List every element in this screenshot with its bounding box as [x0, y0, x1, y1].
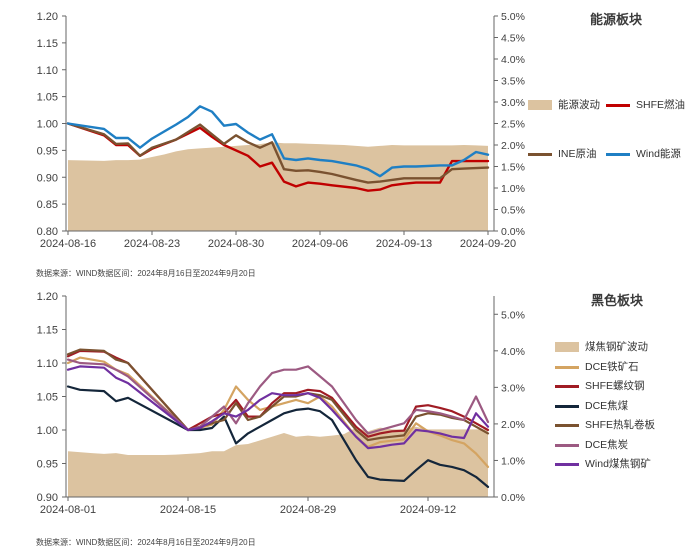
ferrous-series-line-2: [66, 385, 490, 488]
ferrous-chart-title: 黑色板块: [591, 293, 644, 308]
energy-x-label: 2024-08-23: [124, 238, 180, 250]
energy-y-left-label: 0.85: [37, 199, 58, 211]
energy-y-left-label: 0.80: [37, 226, 58, 238]
legend-line-swatch: [555, 404, 579, 408]
legend-area-swatch: [528, 100, 552, 110]
ferrous-y-right-label: 4.0%: [501, 346, 525, 358]
energy-x-label: 2024-09-20: [460, 238, 516, 250]
ferrous-y-left-label: 1.10: [37, 358, 58, 370]
ferrous-y-right-label: 0.0%: [501, 492, 525, 504]
legend-label: SHFE燃油: [636, 99, 686, 111]
legend-line-swatch: [555, 385, 579, 388]
ferrous-y-left-label: 1.00: [37, 425, 58, 437]
legend-label: Wind煤焦钢矿: [585, 458, 651, 470]
energy-y-left-label: 0.95: [37, 145, 58, 157]
ferrous-x-label: 2024-09-12: [400, 504, 456, 516]
legend-line-swatch: [555, 365, 579, 369]
legend-line-swatch: [528, 153, 552, 156]
energy-y-right-label: 5.0%: [501, 11, 525, 23]
legend-area-swatch: [555, 342, 579, 352]
ferrous-x-label: 2024-08-15: [160, 504, 216, 516]
legend-label: INE原油: [558, 148, 597, 160]
energy-y-left-label: 1.15: [37, 38, 58, 50]
ferrous-y-right-label: 3.0%: [501, 382, 525, 394]
legend-label: SHFE螺纹钢: [585, 380, 645, 392]
ferrous-y-right-label: 1.0%: [501, 455, 525, 467]
ferrous-series-line-5: [66, 365, 490, 450]
energy-x-label: 2024-08-30: [208, 238, 264, 250]
energy-y-right-label: 4.5%: [501, 33, 525, 45]
energy-y-right-label: 2.5%: [501, 119, 525, 131]
ferrous-y-left-label: 1.15: [37, 325, 58, 337]
energy-y-right-label: 1.5%: [501, 162, 525, 174]
energy-x-label: 2024-08-16: [40, 238, 96, 250]
ferrous-source-note: 数据来源：WIND数据区间：2024年8月16日至2024年9月20日: [36, 538, 256, 547]
ferrous-x-label: 2024-08-29: [280, 504, 336, 516]
energy-y-left-label: 1.20: [37, 11, 58, 23]
ferrous-y-left-label: 1.20: [37, 291, 58, 303]
ferrous-y-left-label: 0.95: [37, 459, 58, 471]
ferrous-legend: 煤焦钢矿波动 DCE铁矿石 SHFE螺纹钢 DCE焦煤 SHFE热轧卷板 DCE焦炭 Win…: [555, 340, 690, 480]
legend-line-swatch: [555, 443, 579, 447]
legend-label: SHFE热轧卷板: [585, 419, 656, 431]
ferrous-y-right-label: 2.0%: [501, 419, 525, 431]
energy-y-right-label: 3.0%: [501, 97, 525, 109]
legend-label: Wind能源: [636, 148, 681, 160]
energy-y-right-label: 1.0%: [501, 183, 525, 195]
legend-line-swatch: [606, 104, 630, 107]
energy-x-label: 2024-09-06: [292, 238, 348, 250]
legend-label: DCE焦煤: [585, 399, 629, 412]
energy-y-right-label: 4.0%: [501, 54, 525, 66]
ferrous-y-left-label: 1.05: [37, 392, 58, 404]
ferrous-y-left-label: 0.90: [37, 492, 58, 504]
ferrous-x-label: 2024-08-01: [40, 504, 96, 516]
legend-line-swatch: [606, 153, 630, 156]
ferrous-series-line-4: [66, 358, 490, 435]
energy-legend: 能源波动 SHFE燃油 INE原油 Wind能源: [528, 98, 688, 168]
energy-y-left-label: 1.00: [37, 119, 58, 131]
legend-label: DCE铁矿石: [585, 360, 639, 373]
ferrous-y-right-label: 5.0%: [501, 309, 525, 321]
legend-label: 能源波动: [558, 99, 600, 111]
legend-label: 煤焦钢矿波动: [585, 341, 648, 353]
energy-y-left-label: 1.05: [37, 92, 58, 104]
energy-source-note: 数据来源：WIND数据区间：2024年8月16日至2024年9月20日: [36, 269, 256, 278]
legend-line-swatch: [555, 463, 579, 466]
energy-chart-title: 能源板块: [590, 12, 643, 27]
energy-x-label: 2024-09-13: [376, 238, 432, 250]
energy-area-volatility: [68, 142, 488, 231]
energy-y-right-label: 0.0%: [501, 226, 525, 238]
energy-y-right-label: 2.0%: [501, 140, 525, 152]
energy-y-right-label: 0.5%: [501, 205, 525, 217]
energy-series-line-2: [66, 105, 490, 178]
energy-y-left-label: 0.90: [37, 172, 58, 184]
energy-y-right-label: 3.5%: [501, 76, 525, 88]
legend-label: DCE焦炭: [585, 438, 629, 451]
legend-line-swatch: [555, 424, 579, 427]
energy-y-left-label: 1.10: [37, 65, 58, 77]
energy-series-line-1: [66, 122, 490, 184]
